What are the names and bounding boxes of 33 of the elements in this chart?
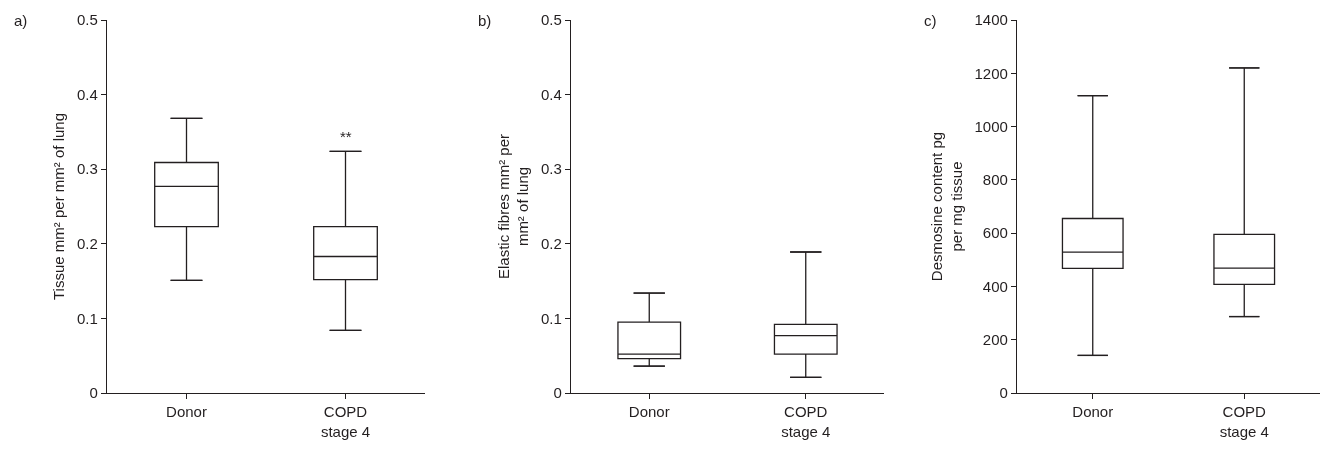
y-tick-label: 0.3 [76, 160, 98, 178]
chart-title: a) [14, 12, 28, 29]
x-tick-label: COPD stage 4 [1219, 403, 1269, 440]
annotation: ** [340, 128, 352, 145]
y-axis-title: Desmosine content pg per mg tissue [928, 131, 965, 282]
chart-title: b) [478, 12, 492, 29]
y-axis-title: Elastic fibres mm² per mm² of lung [494, 133, 532, 280]
x-tick-label: Donor [628, 403, 670, 421]
x-tick-label: Donor [1072, 403, 1114, 421]
x-tick-label: Donor [166, 403, 207, 421]
y-tick-label: 1200 [974, 64, 1008, 82]
x-tick-label: COPD stage 4 [320, 403, 371, 440]
chart-title: c) [924, 12, 937, 29]
y-tick-label: 600 [982, 224, 1008, 242]
x-tick-label: COPD stage 4 [781, 403, 831, 440]
y-tick-label: 0.1 [76, 309, 98, 327]
y-tick-label: 0 [89, 384, 98, 402]
y-tick-label: 0.5 [540, 11, 562, 29]
y-tick-label: 0.2 [540, 235, 562, 253]
y-tick-label: 0.3 [540, 160, 562, 178]
y-tick-label: 0 [553, 384, 562, 402]
y-tick-label: 200 [982, 330, 1008, 348]
y-tick-label: 0.4 [76, 85, 98, 103]
y-tick-label: 1400 [974, 11, 1008, 29]
y-axis-title: Tissue mm² per mm² of lung [50, 113, 68, 300]
y-tick-label: 400 [982, 277, 1008, 295]
y-tick-label: 0.1 [540, 309, 562, 327]
y-tick-label: 800 [982, 171, 1008, 189]
y-tick-label: 0.5 [76, 11, 98, 29]
y-tick-label: 1000 [974, 117, 1008, 135]
y-tick-label: 0.4 [540, 85, 562, 103]
y-tick-label: 0 [999, 384, 1008, 402]
y-tick-label: 0.2 [76, 235, 98, 253]
